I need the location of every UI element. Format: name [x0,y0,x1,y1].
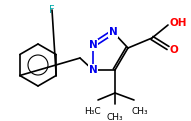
Text: O: O [170,45,179,55]
Text: OH: OH [170,18,188,28]
Text: N: N [89,65,97,75]
Text: N: N [89,40,97,50]
Text: H₃C: H₃C [84,107,100,117]
Text: CH₃: CH₃ [132,107,148,117]
Text: N: N [109,27,117,37]
Text: CH₃: CH₃ [107,113,123,121]
Text: F: F [49,5,55,15]
